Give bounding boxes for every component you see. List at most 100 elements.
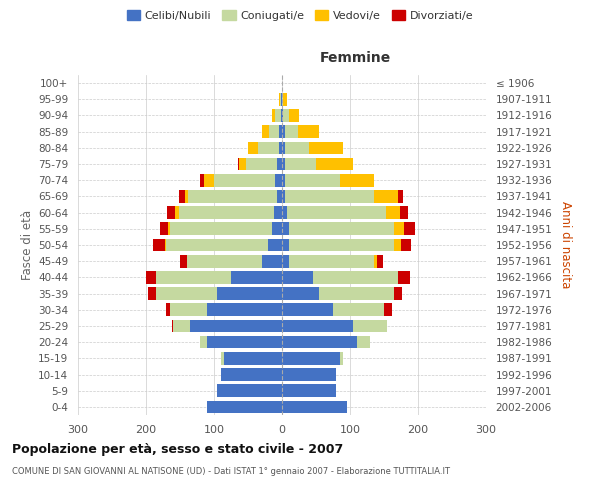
Bar	[262, 126, 269, 138]
Bar	[286, 158, 316, 170]
Bar	[262, 255, 282, 268]
Bar	[377, 255, 383, 268]
Bar	[187, 255, 262, 268]
Bar	[156, 271, 231, 283]
Bar	[148, 288, 156, 300]
Bar	[282, 400, 347, 413]
Bar	[221, 368, 282, 381]
Y-axis label: Fasce di età: Fasce di età	[21, 210, 34, 280]
Bar	[168, 222, 170, 235]
Bar	[170, 222, 272, 235]
Bar	[221, 352, 224, 364]
Bar	[374, 255, 377, 268]
Bar	[239, 158, 246, 170]
Bar	[179, 206, 274, 219]
Bar	[283, 93, 287, 106]
Bar	[268, 238, 282, 252]
Bar	[394, 238, 401, 252]
Bar	[180, 255, 187, 268]
Bar	[285, 126, 298, 138]
Bar	[309, 142, 343, 154]
Bar	[282, 352, 340, 364]
Bar	[277, 158, 282, 170]
Bar	[282, 126, 285, 138]
Bar	[398, 190, 403, 202]
Bar	[172, 320, 173, 332]
Bar	[313, 271, 398, 283]
Bar	[316, 158, 353, 170]
Bar	[200, 174, 204, 186]
Bar	[166, 238, 268, 252]
Bar	[394, 288, 403, 300]
Bar	[146, 271, 156, 283]
Bar	[153, 238, 165, 252]
Bar	[274, 206, 282, 219]
Bar	[279, 126, 282, 138]
Bar	[204, 174, 214, 186]
Bar	[188, 190, 277, 202]
Bar	[283, 109, 289, 122]
Bar	[401, 238, 411, 252]
Bar	[282, 93, 283, 106]
Bar	[282, 190, 286, 202]
Bar	[286, 190, 374, 202]
Bar	[207, 336, 282, 348]
Bar	[281, 93, 282, 106]
Bar	[190, 320, 282, 332]
Bar	[282, 109, 283, 122]
Bar	[160, 222, 168, 235]
Bar	[289, 255, 374, 268]
Bar	[258, 142, 278, 154]
Bar	[275, 109, 281, 122]
Bar	[404, 222, 415, 235]
Bar	[275, 174, 282, 186]
Bar	[282, 206, 287, 219]
Bar	[207, 400, 282, 413]
Bar	[282, 255, 289, 268]
Bar	[278, 142, 282, 154]
Bar	[287, 206, 386, 219]
Bar	[386, 206, 400, 219]
Bar	[400, 206, 408, 219]
Text: Femmine: Femmine	[320, 51, 391, 65]
Bar	[289, 238, 394, 252]
Bar	[282, 238, 289, 252]
Bar	[282, 384, 337, 397]
Bar	[165, 238, 166, 252]
Bar	[280, 93, 281, 106]
Bar	[200, 336, 207, 348]
Bar	[214, 174, 275, 186]
Bar	[286, 142, 309, 154]
Bar	[217, 384, 282, 397]
Bar	[286, 174, 340, 186]
Legend: Celibi/Nubili, Coniugati/e, Vedovi/e, Divorziati/e: Celibi/Nubili, Coniugati/e, Vedovi/e, Di…	[122, 6, 478, 25]
Bar	[156, 288, 217, 300]
Bar	[394, 222, 404, 235]
Bar	[282, 320, 353, 332]
Bar	[282, 142, 286, 154]
Bar	[207, 304, 282, 316]
Bar	[282, 304, 333, 316]
Bar	[167, 206, 175, 219]
Bar	[173, 320, 190, 332]
Bar	[282, 158, 286, 170]
Bar	[298, 126, 319, 138]
Bar	[289, 109, 299, 122]
Bar	[333, 304, 384, 316]
Bar	[282, 174, 286, 186]
Text: Popolazione per età, sesso e stato civile - 2007: Popolazione per età, sesso e stato civil…	[12, 442, 343, 456]
Bar	[185, 190, 188, 202]
Bar	[238, 158, 239, 170]
Bar	[277, 190, 282, 202]
Bar	[217, 288, 282, 300]
Bar	[282, 271, 313, 283]
Bar	[246, 158, 277, 170]
Bar	[278, 93, 280, 106]
Bar	[340, 174, 374, 186]
Bar	[231, 271, 282, 283]
Bar	[166, 304, 170, 316]
Bar	[175, 206, 179, 219]
Bar	[357, 336, 370, 348]
Bar	[289, 222, 394, 235]
Bar	[282, 368, 337, 381]
